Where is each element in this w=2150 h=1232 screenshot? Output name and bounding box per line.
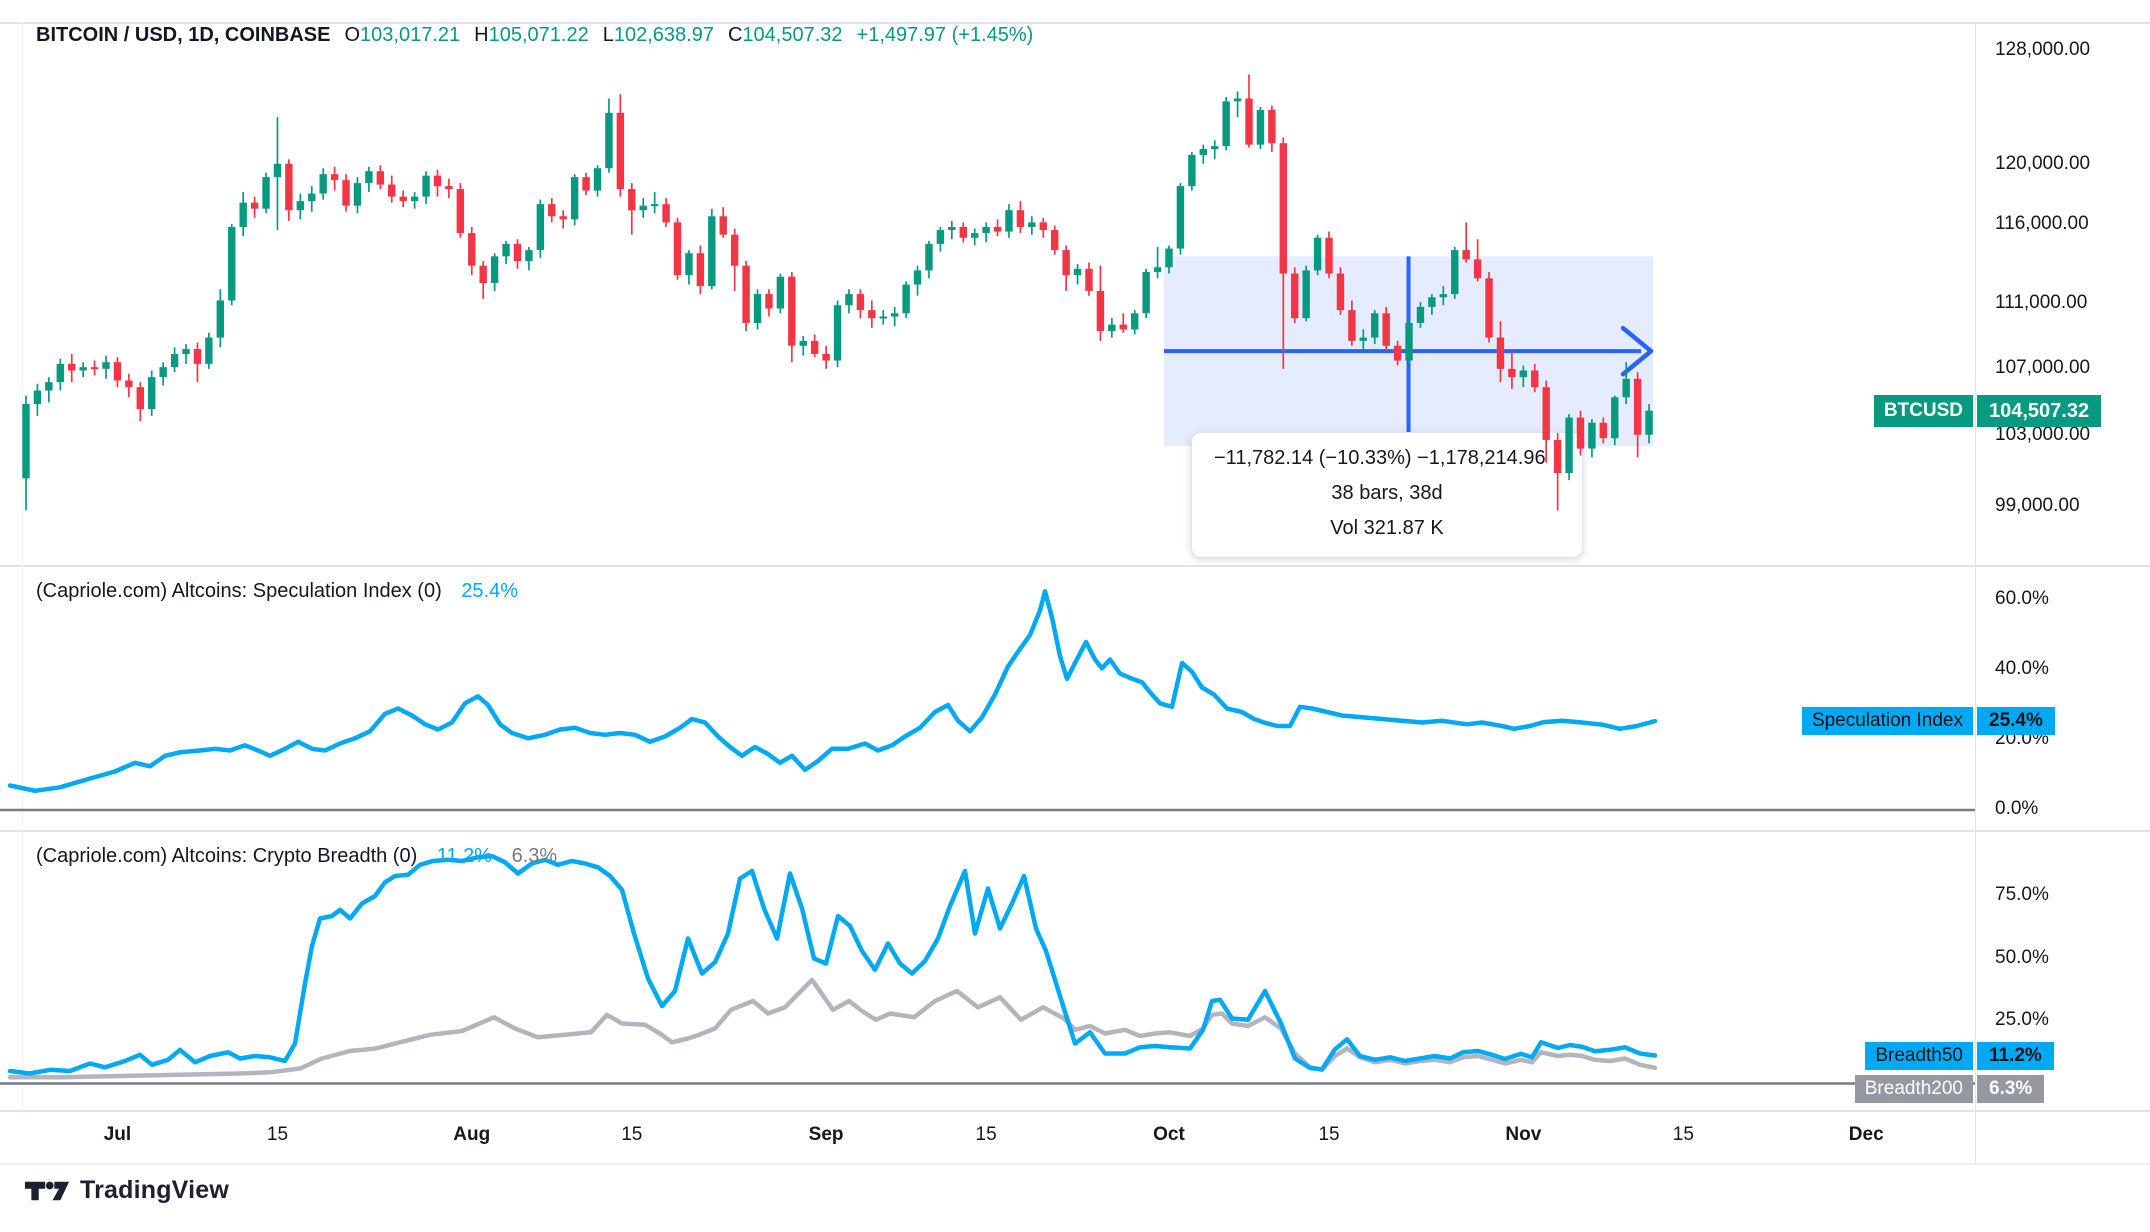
breadth-tick-label: 50.0% xyxy=(1995,946,2049,968)
price-tick-label: 120,000.00 xyxy=(1995,153,2091,175)
speculation-title[interactable]: (Capriole.com) Altcoins: Speculation Ind… xyxy=(36,580,442,602)
time-tick-label: 15 xyxy=(266,1124,289,1145)
ohlc-field-l: L102,638.97 xyxy=(602,24,714,46)
price-axis-separator xyxy=(1975,22,1976,1163)
measure-bars-text: 38 bars, 38d xyxy=(1331,482,1443,504)
price-tick-label: 111,000.00 xyxy=(1995,291,2088,313)
time-tick-label: 15 xyxy=(621,1124,643,1145)
price-tick-label: 103,000.00 xyxy=(1995,424,2091,446)
speculation-legend[interactable]: (Capriole.com) Altcoins: Speculation Ind… xyxy=(36,580,518,603)
pane-separator-2[interactable] xyxy=(0,830,2150,832)
price-change: +1,497.97 (+1.45%) xyxy=(856,24,1034,46)
time-tick-label: Jul xyxy=(103,1124,132,1145)
pane-separator-1[interactable] xyxy=(0,565,2150,567)
ohlc-field-o: O103,017.21 xyxy=(344,24,461,46)
time-tick-label: Aug xyxy=(453,1124,491,1145)
btcusd-symbol-flag: BTCUSD xyxy=(1873,394,1973,427)
measure-delta-text: −11,782.14 (−10.33%) −1,178,214.96 xyxy=(1214,447,1546,469)
breadth200-flag-name: Breadth200 xyxy=(1854,1074,1973,1103)
time-tick-label: 15 xyxy=(1318,1124,1340,1145)
speculation-index-chart[interactable] xyxy=(0,565,1975,830)
tradingview-logo-text: TradingView xyxy=(80,1176,230,1204)
ohlc-field-c: C104,507.32 xyxy=(727,24,843,46)
time-axis-separator xyxy=(0,1110,2150,1112)
speculation-index-flag-value: 25.4% xyxy=(1977,707,2055,736)
breadth200-value: 6.3% xyxy=(511,845,558,867)
measure-volume-text: Vol 321.87 K xyxy=(1330,517,1444,539)
time-tick-label: 15 xyxy=(975,1124,997,1145)
symbol-legend[interactable]: BITCOIN / USD, 1D, COINBASE O103,017.21 H1… xyxy=(36,24,1033,47)
symbol-title[interactable]: BITCOIN / USD, 1D, COINBASE xyxy=(36,24,331,46)
breadth200-flag-value: 6.3% xyxy=(1977,1074,2045,1103)
breadth-tick-label: 25.0% xyxy=(1995,1009,2049,1030)
time-tick-label: Dec xyxy=(1848,1124,1884,1145)
breadth50-flag-value: 11.2% xyxy=(1977,1041,2054,1070)
tradingview-logo[interactable]: TradingView xyxy=(24,1176,229,1205)
breadth-tick-label: 75.0% xyxy=(1995,884,2049,905)
price-tick-label: 99,000.00 xyxy=(1995,494,2080,516)
footer-separator xyxy=(0,1163,2150,1165)
price-tick-label: 107,000.00 xyxy=(1995,356,2091,378)
measure-tool-overlay[interactable] xyxy=(0,0,1975,565)
ohlc-field-h: H105,071.22 xyxy=(474,24,589,46)
breadth-title[interactable]: (Capriole.com) Altcoins: Crypto Breadth … xyxy=(36,845,418,867)
crypto-breadth-chart[interactable] xyxy=(0,830,1975,1110)
speculation-index-flag-name: Speculation Index xyxy=(1801,707,1973,736)
time-tick-label: 15 xyxy=(1672,1124,1694,1145)
time-tick-label: Oct xyxy=(1153,1124,1185,1145)
breadth50-flag-name: Breadth50 xyxy=(1865,1041,1973,1070)
time-tick-label: Sep xyxy=(808,1124,844,1145)
time-tick-label: Nov xyxy=(1505,1124,1542,1145)
tradingview-logo-icon xyxy=(24,1181,70,1200)
breadth-legend[interactable]: (Capriole.com) Altcoins: Crypto Breadth … xyxy=(36,845,557,868)
last-price-flag: 104,507.32 xyxy=(1977,394,2102,427)
price-tick-label: 128,000.00 xyxy=(1995,38,2091,60)
speculation-value: 25.4% xyxy=(461,580,519,602)
top-border xyxy=(0,22,2150,24)
speculation-tick-label: 40.0% xyxy=(1995,658,2049,679)
speculation-tick-label: 60.0% xyxy=(1995,588,2049,609)
left-border xyxy=(22,22,23,1110)
speculation-tick-label: 0.0% xyxy=(1995,798,2039,819)
price-tick-label: 116,000.00 xyxy=(1995,213,2089,235)
measure-tooltip: −11,782.14 (−10.33%) −1,178,214.96 38 ba… xyxy=(1191,432,1583,558)
breadth50-value: 11.2% xyxy=(436,845,493,867)
